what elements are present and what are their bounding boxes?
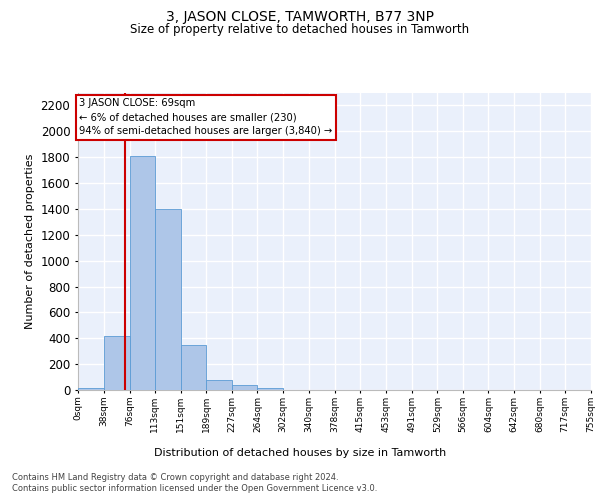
Text: Contains HM Land Registry data © Crown copyright and database right 2024.: Contains HM Land Registry data © Crown c… bbox=[12, 472, 338, 482]
Bar bbox=[130, 156, 155, 390]
Text: 3, JASON CLOSE, TAMWORTH, B77 3NP: 3, JASON CLOSE, TAMWORTH, B77 3NP bbox=[166, 10, 434, 24]
Bar bbox=[181, 344, 206, 390]
Text: 3 JASON CLOSE: 69sqm
← 6% of detached houses are smaller (230)
94% of semi-detac: 3 JASON CLOSE: 69sqm ← 6% of detached ho… bbox=[79, 98, 332, 136]
Y-axis label: Number of detached properties: Number of detached properties bbox=[25, 154, 35, 329]
Bar bbox=[257, 388, 283, 390]
Bar bbox=[206, 380, 232, 390]
Text: Distribution of detached houses by size in Tamworth: Distribution of detached houses by size … bbox=[154, 448, 446, 458]
Text: Contains public sector information licensed under the Open Government Licence v3: Contains public sector information licen… bbox=[12, 484, 377, 493]
Bar bbox=[78, 388, 104, 390]
Bar bbox=[155, 209, 181, 390]
Text: Size of property relative to detached houses in Tamworth: Size of property relative to detached ho… bbox=[130, 22, 470, 36]
Bar bbox=[104, 336, 130, 390]
Bar bbox=[232, 386, 257, 390]
